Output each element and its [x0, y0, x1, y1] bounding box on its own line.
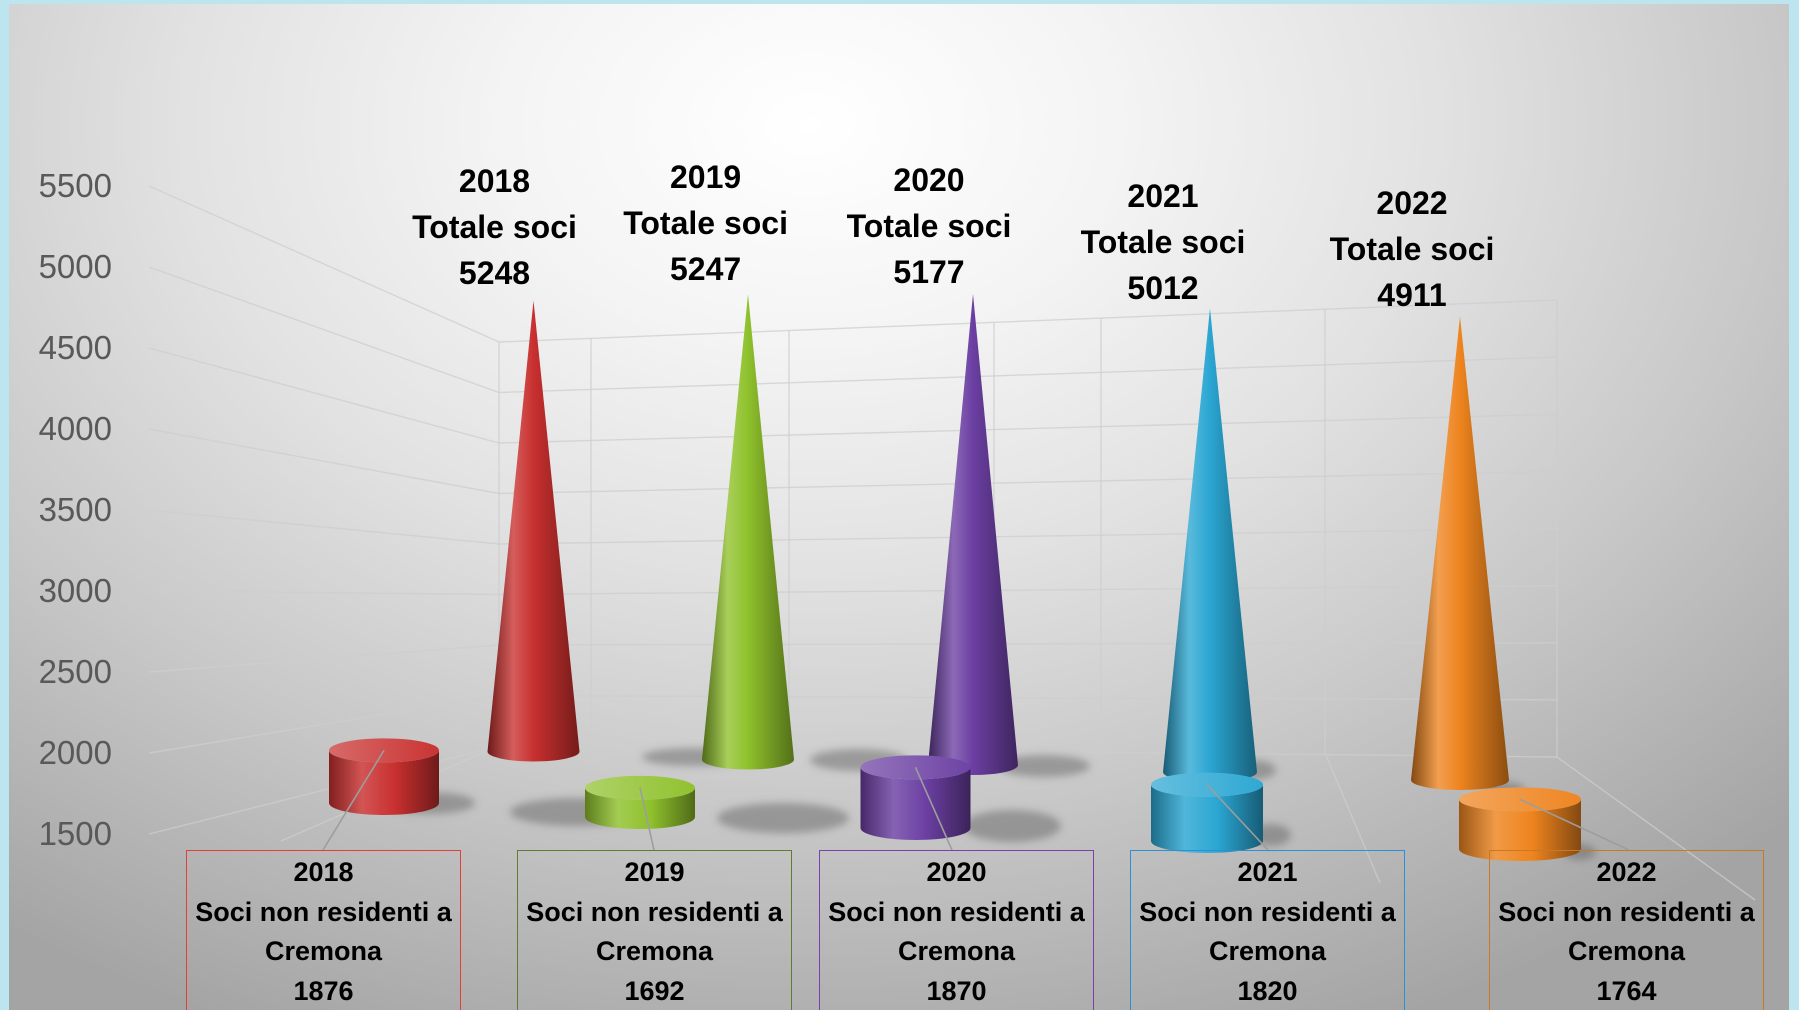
nonresident-label-year: 2021	[1237, 857, 1298, 887]
total-label-value: 4911	[1377, 277, 1447, 313]
cylinder-body-2022	[1459, 799, 1581, 861]
y-tick-label: 5000	[38, 248, 112, 285]
gridline	[498, 356, 1558, 394]
cone-2019	[702, 294, 794, 770]
gridline	[498, 642, 1558, 646]
y-tick-label: 3000	[38, 572, 112, 609]
total-label-value: 5247	[670, 251, 742, 287]
y-tick-label: 1500	[38, 815, 112, 852]
cone-body-2018	[487, 300, 580, 762]
leader-line-2019	[639, 787, 655, 851]
nonresident-label-series: Soci non residenti a Cremona	[195, 896, 452, 967]
cone-2018	[487, 300, 580, 762]
nonresident-label-year: 2019	[624, 857, 685, 887]
total-label-series: Totale soci	[846, 208, 1012, 244]
gridline	[498, 694, 1558, 701]
total-label-2020: 2020 Totale soci 5177	[799, 157, 1059, 295]
nonresident-label-series: Soci non residenti a Cremona	[526, 896, 783, 967]
gridline	[148, 266, 500, 394]
nonresident-label-value: 1692	[624, 975, 685, 1006]
gridline	[148, 185, 500, 343]
gridline	[498, 413, 1558, 444]
cone-2021	[1163, 308, 1257, 782]
gridline	[148, 590, 500, 596]
cylinder-2018	[329, 738, 439, 815]
nonresident-label-year: 2022	[1596, 857, 1657, 887]
gridline	[148, 745, 500, 835]
total-label-2022: 2022 Totale soci 4911	[1282, 180, 1542, 318]
cylinder-body-2018	[329, 750, 439, 815]
cone-body-2021	[1163, 308, 1257, 782]
nonresident-label-2018: 2018 Soci non residenti a Cremona 1876	[186, 850, 461, 1010]
y-tick-label: 2500	[38, 653, 112, 690]
gridline	[498, 745, 1558, 758]
gridline	[1324, 752, 1381, 884]
cone-body-2022	[1411, 316, 1509, 790]
gridline	[148, 347, 500, 444]
y-tick-label: 3500	[38, 491, 112, 528]
gridline	[1556, 756, 1756, 901]
leader-line-2021	[1206, 784, 1269, 851]
leader-line-2018	[322, 749, 385, 851]
gridline	[498, 584, 1558, 596]
total-label-series: Totale soci	[412, 209, 577, 245]
nonresident-label-2022: 2022 Soci non residenti a Cremona 1764	[1489, 850, 1764, 1010]
total-label-series: Totale soci	[1329, 231, 1495, 267]
cylinder-body-2020	[860, 767, 971, 840]
cone-2022	[1411, 316, 1509, 790]
total-label-year: 2018	[458, 163, 531, 199]
y-tick-label: 4000	[38, 410, 112, 447]
total-label-year: 2022	[1376, 185, 1448, 221]
nonresident-label-value: 1876	[293, 975, 354, 1006]
nonresident-label-year: 2018	[293, 857, 354, 887]
shadow	[963, 810, 1061, 842]
nonresident-label-2021: 2021 Soci non residenti a Cremona 1820	[1130, 850, 1405, 1010]
cylinder-body-2019	[585, 787, 695, 829]
total-label-year: 2020	[893, 162, 965, 198]
nonresident-label-2019: 2019 Soci non residenti a Cremona 1692	[517, 850, 792, 1010]
gridline	[498, 527, 1558, 545]
total-label-value: 5012	[1127, 270, 1199, 306]
cylinder-2019	[585, 775, 695, 829]
shadow	[717, 803, 849, 833]
gridline	[498, 299, 1558, 343]
cone-2020	[928, 293, 1018, 775]
chart-marks	[322, 293, 1630, 861]
nonresident-label-value: 1764	[1596, 975, 1657, 1006]
y-tick-label: 5500	[38, 167, 112, 204]
y-tick-label: 2000	[38, 734, 112, 771]
nonresident-label-value: 1870	[926, 975, 987, 1006]
gridline	[148, 644, 500, 673]
nonresident-label-series: Soci non residenti a Cremona	[1139, 896, 1396, 967]
gridline	[148, 509, 500, 545]
nonresident-label-series: Soci non residenti a Cremona	[828, 896, 1085, 967]
total-label-2018: 2018 Totale soci 5248	[365, 158, 625, 296]
total-label-2019: 2019 Totale soci 5247	[576, 154, 836, 292]
shadow	[998, 755, 1090, 777]
nonresident-label-2020: 2020 Soci non residenti a Cremona 1870	[819, 850, 1094, 1010]
gridline	[148, 694, 500, 754]
cone-body-2019	[702, 294, 794, 770]
y-tick-label: 4500	[38, 329, 112, 366]
total-label-series: Totale soci	[1080, 224, 1246, 260]
total-label-series: Totale soci	[623, 205, 788, 241]
cone-body-2020	[928, 293, 1018, 775]
gridline	[148, 428, 500, 495]
total-label-value: 5177	[893, 254, 965, 290]
nonresident-label-series: Soci non residenti a Cremona	[1498, 896, 1755, 967]
nonresident-label-value: 1820	[1237, 975, 1298, 1006]
total-label-value: 5248	[458, 255, 531, 291]
total-label-year: 2019	[670, 159, 742, 195]
gridline	[498, 470, 1558, 495]
leader-line-2022	[1519, 798, 1630, 851]
leader-line-2020	[914, 766, 953, 851]
total-label-2021: 2021 Totale soci 5012	[1033, 173, 1293, 311]
cylinder-body-2021	[1151, 784, 1263, 853]
total-label-year: 2021	[1127, 178, 1199, 214]
nonresident-label-year: 2020	[926, 857, 987, 887]
